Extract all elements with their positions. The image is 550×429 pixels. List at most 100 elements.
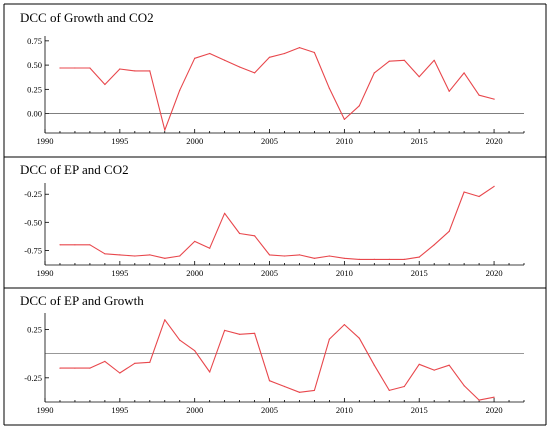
data-point <box>268 380 271 382</box>
x-tick-label: 2005 <box>261 136 278 146</box>
data-point <box>224 212 226 214</box>
data-point <box>74 67 76 69</box>
data-point <box>239 333 241 335</box>
data-point <box>194 240 196 242</box>
x-tick-label: 2000 <box>186 136 203 146</box>
data-point <box>209 52 211 55</box>
x-tick-label: 2020 <box>486 136 503 146</box>
series-line <box>60 47 495 131</box>
data-point <box>104 360 106 362</box>
y-tick-label: 0.00 <box>27 109 42 119</box>
data-point <box>343 257 345 259</box>
data-point <box>313 51 315 54</box>
data-point <box>328 255 330 257</box>
y-tick-label: -0.25 <box>24 189 42 199</box>
data-point <box>358 105 360 107</box>
x-tick-label: 2020 <box>486 405 503 415</box>
data-point <box>403 59 405 61</box>
data-point <box>283 52 286 55</box>
panel-title: DCC of EP and CO2 <box>20 162 129 177</box>
data-point <box>149 70 151 72</box>
data-point <box>493 396 495 398</box>
data-point <box>179 89 181 91</box>
data-point <box>463 72 465 74</box>
x-tick-label: 1995 <box>111 405 128 415</box>
data-point <box>104 253 106 255</box>
data-point <box>433 369 435 371</box>
x-tick-label: 2015 <box>411 268 428 278</box>
data-point <box>418 76 420 78</box>
data-point <box>373 364 375 366</box>
data-point <box>59 244 61 246</box>
x-tick-label: 1990 <box>37 268 54 278</box>
data-point <box>388 258 390 260</box>
data-point <box>164 257 166 259</box>
y-tick-label: -0.75 <box>24 245 42 255</box>
data-point <box>119 68 121 70</box>
data-point <box>328 87 330 89</box>
data-point <box>59 67 61 69</box>
data-point <box>89 367 91 369</box>
x-tick-label: 1990 <box>37 405 54 415</box>
x-tick-label: 2000 <box>186 405 203 415</box>
panel-growth-co2: DCC of Growth and CO2 1990 1995 2000 2005 20… <box>20 10 525 146</box>
x-tick-label: 2010 <box>336 136 353 146</box>
data-point <box>239 66 241 68</box>
data-point <box>358 258 360 260</box>
data-point <box>358 337 360 339</box>
data-point <box>194 57 196 59</box>
data-point <box>89 67 91 69</box>
data-point <box>388 60 390 62</box>
data-point <box>463 191 465 193</box>
data-point <box>283 385 286 388</box>
data-point <box>448 364 450 366</box>
data-point <box>254 72 256 74</box>
data-point <box>179 255 181 257</box>
panel-title: DCC of Growth and CO2 <box>20 10 154 25</box>
y-tick-label: 0.25 <box>27 324 42 334</box>
data-point <box>224 59 226 61</box>
data-point <box>463 385 465 387</box>
data-point <box>478 94 480 96</box>
data-point <box>448 90 450 92</box>
data-point <box>433 59 435 61</box>
x-tick-label: 2010 <box>336 405 353 415</box>
data-point <box>343 324 345 326</box>
y-tick-label: -0.25 <box>24 373 42 383</box>
data-point <box>298 47 301 49</box>
data-point <box>179 339 181 341</box>
data-point <box>418 363 420 365</box>
data-point <box>254 235 256 237</box>
data-point <box>134 255 136 257</box>
data-point <box>134 70 136 72</box>
data-point <box>149 254 151 256</box>
y-tick-label: 0.75 <box>27 36 42 46</box>
data-point <box>194 350 196 352</box>
data-point <box>373 258 375 260</box>
data-point <box>254 332 256 334</box>
data-point <box>89 244 91 246</box>
data-point <box>59 367 61 369</box>
y-tick-label: 0.50 <box>27 60 42 70</box>
series-line <box>60 185 495 260</box>
data-point <box>313 257 315 259</box>
data-point <box>388 389 390 391</box>
y-tick-label: -0.50 <box>24 217 42 227</box>
data-point <box>74 244 76 246</box>
x-tick-label: 2020 <box>486 268 503 278</box>
data-point <box>134 362 136 364</box>
data-point <box>164 129 166 131</box>
x-tick-label: 2010 <box>336 268 353 278</box>
data-point <box>224 329 226 331</box>
x-tick-label: 1990 <box>37 136 54 146</box>
panel-ep-growth: DCC of EP and Growth 1990 1995 2000 2005 201… <box>20 293 525 415</box>
data-point <box>298 254 301 256</box>
data-point <box>119 254 121 256</box>
x-tick-label: 2000 <box>186 268 203 278</box>
data-point <box>283 255 286 257</box>
x-tick-label: 2005 <box>261 405 278 415</box>
panel-ep-co2: DCC of EP and CO2 1990 1995 2000 2005 2010 20… <box>20 162 525 278</box>
data-point <box>343 118 345 120</box>
x-tick-label: 2005 <box>261 268 278 278</box>
